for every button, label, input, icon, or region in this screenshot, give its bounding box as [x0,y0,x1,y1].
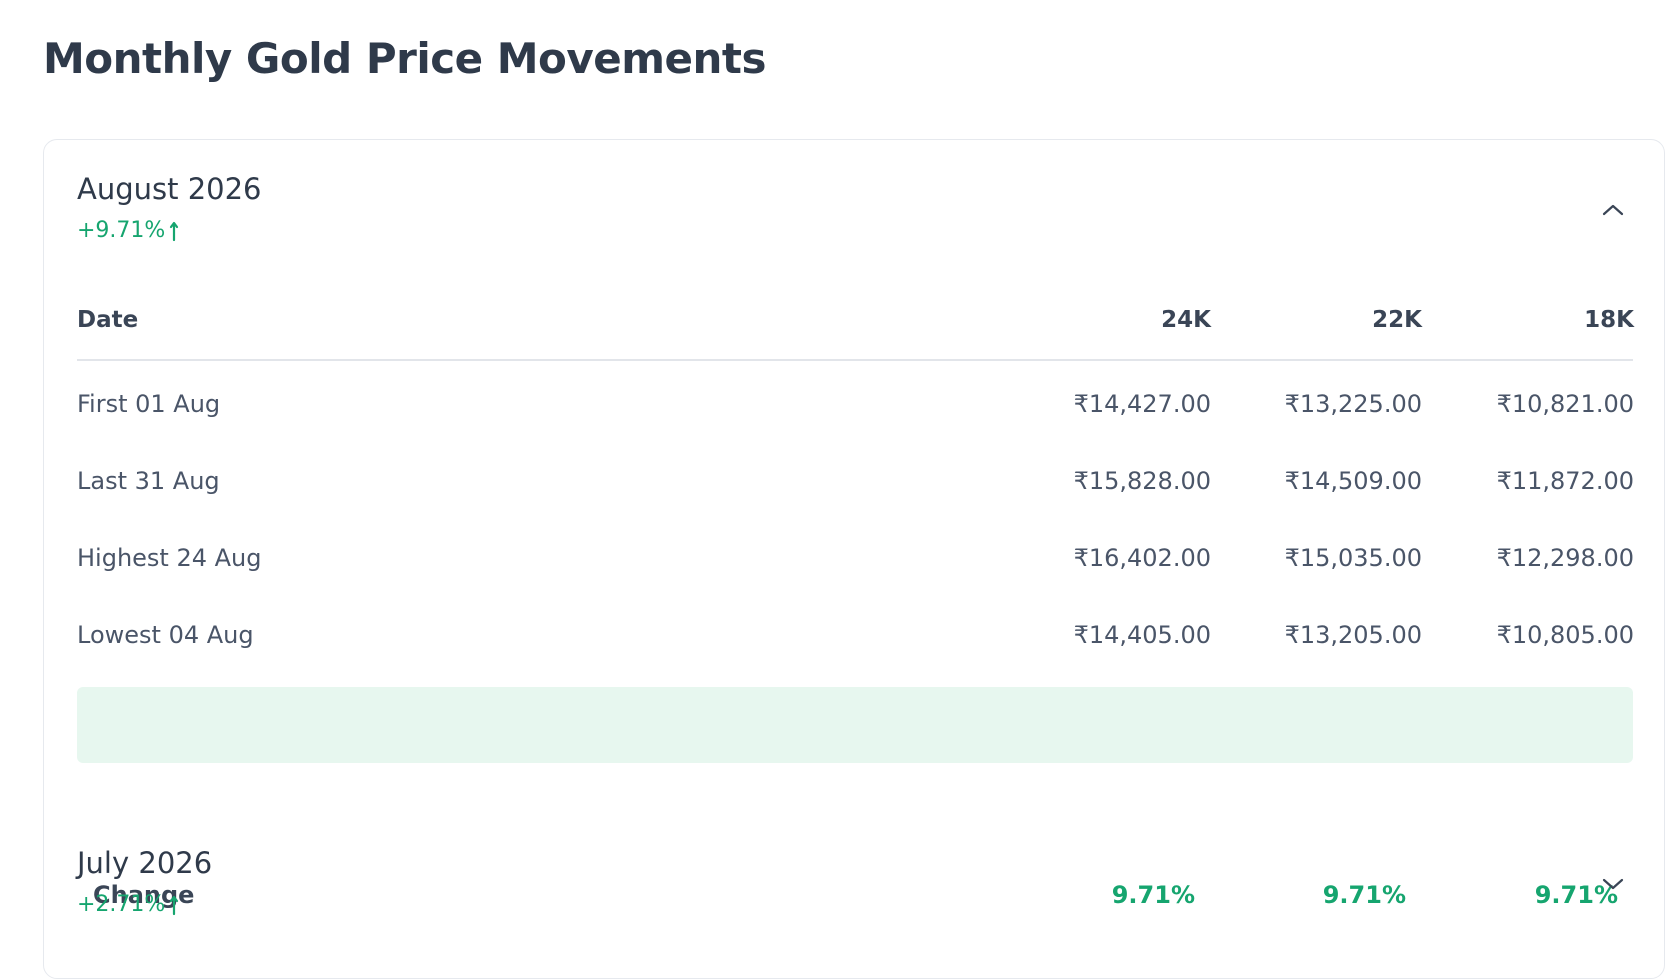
column-header: 24K [1161,307,1211,333]
chevron-up [1602,204,1624,216]
chevron-down [1602,878,1624,890]
change-cell: 9.71% [1534,881,1618,909]
up-arrow-path [170,221,179,241]
price-cell: ₹14,509.00 [1284,467,1422,495]
summary-label: Change [93,881,195,909]
column-header: 22K [1372,307,1422,333]
column-header: 18K [1584,307,1634,333]
up-arrow-path [170,895,179,915]
price-cell: ₹13,225.00 [1284,390,1422,418]
month-change: +9.71% [77,218,179,243]
change-text: +9.71% [77,218,166,243]
price-cell: ₹13,205.00 [1284,621,1422,649]
page-title: Monthly Gold Price Movements [43,34,766,83]
price-cell: ₹14,405.00 [1073,621,1211,649]
change-cell: 9.71% [1111,881,1195,909]
chevron-down-path [1602,878,1624,890]
summary-row [77,687,1633,763]
change-cell: 9.71% [1322,881,1406,909]
price-cell: ₹12,298.00 [1496,544,1634,572]
price-cell: ₹15,828.00 [1073,467,1211,495]
month-title[interactable]: August 2026 [77,172,262,206]
change-text: +2.71% [77,892,166,917]
month-title[interactable]: July 2026 [77,846,213,880]
column-header: Date [77,307,139,333]
header-divider [77,359,1633,361]
price-cell: ₹15,035.00 [1284,544,1422,572]
up-arrow [170,895,179,915]
price-cell: ₹10,821.00 [1496,390,1634,418]
row-label: Highest 24 Aug [77,544,262,572]
row-label: Lowest 04 Aug [77,621,254,649]
month-change: +2.71% [77,892,179,917]
chevron-up-path [1602,204,1624,216]
price-cell: ₹14,427.00 [1073,390,1211,418]
row-label: First 01 Aug [77,390,221,418]
page: Monthly Gold Price Movements August 2026… [43,34,1665,979]
row-label: Last 31 Aug [77,467,220,495]
price-cell: ₹16,402.00 [1073,544,1211,572]
up-arrow [170,221,179,241]
price-cell: ₹10,805.00 [1496,621,1634,649]
price-cell: ₹11,872.00 [1496,467,1634,495]
